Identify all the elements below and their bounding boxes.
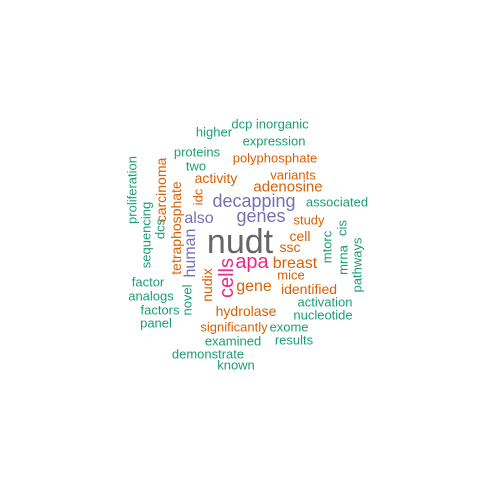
word-breast: breast xyxy=(272,255,318,272)
word-results: results xyxy=(274,332,314,348)
word-examined: examined xyxy=(204,333,262,349)
word-proteins: proteins xyxy=(173,144,221,160)
word-known: known xyxy=(217,357,255,373)
word-also: also xyxy=(184,210,214,227)
word-proliferation: proliferation xyxy=(124,156,140,224)
word-exome: exome xyxy=(269,319,309,335)
word-demonstrate: demonstrate xyxy=(171,346,245,362)
word-dcs: dcs xyxy=(152,218,168,240)
word-sequencing: sequencing xyxy=(138,201,154,269)
word-mrna: mrna xyxy=(335,245,351,275)
word-hydrolase: hydrolase xyxy=(215,303,277,319)
word-panel: panel xyxy=(140,315,172,331)
word-study: study xyxy=(293,212,325,228)
word-decapping: decapping xyxy=(212,191,296,211)
word-tetraphosphate: tetraphosphate xyxy=(168,181,184,275)
word-activation: activation xyxy=(297,294,353,310)
word-adenosine: adenosine xyxy=(253,178,323,196)
word-pathways: pathways xyxy=(349,237,365,293)
word-nucleotide: nucleotide xyxy=(293,307,353,323)
word-significantly: significantly xyxy=(200,319,268,335)
word-gene: gene xyxy=(236,278,272,295)
word-variants: variants xyxy=(270,167,316,183)
word-polyphosphate: polyphosphate xyxy=(232,150,318,166)
word-expression: expression xyxy=(242,133,306,149)
word-factor: factor xyxy=(131,274,165,290)
word-higher: higher xyxy=(195,124,233,140)
word-cis: cis xyxy=(334,220,350,236)
word-mtorc: mtorc xyxy=(319,230,335,264)
word-novel: novel xyxy=(179,284,195,316)
word-dcp-inorganic: dcp inorganic xyxy=(231,116,309,132)
word-carcinoma: carcinoma xyxy=(153,157,169,223)
word-identified: identified xyxy=(280,281,338,297)
word-mice: mice xyxy=(277,267,305,283)
word-human: human xyxy=(182,228,199,278)
word-idc: idc xyxy=(190,188,206,206)
word-associated: associated xyxy=(305,194,369,210)
word-apa: apa xyxy=(235,251,269,273)
word-ssc: ssc xyxy=(279,239,301,255)
word-nudix: nudix xyxy=(199,268,215,302)
word-analogs: analogs xyxy=(128,288,174,304)
word-nudt: nudt xyxy=(206,223,274,261)
word-two: two xyxy=(185,158,207,174)
word-factors: factors xyxy=(140,302,180,318)
word-activity: activity xyxy=(194,170,238,186)
word-cell: cell xyxy=(289,228,311,244)
word-genes: genes xyxy=(236,206,286,226)
word-cells: cells xyxy=(216,257,238,299)
